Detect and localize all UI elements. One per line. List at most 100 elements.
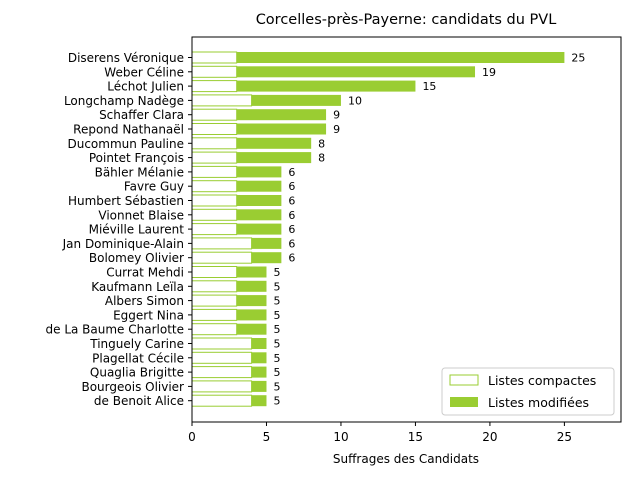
bar-compactes	[191, 208, 238, 221]
value-label: 6	[288, 195, 295, 208]
value-label: 6	[288, 180, 295, 193]
bar-compactes	[191, 308, 238, 321]
bar-compactes	[191, 366, 253, 379]
bar-modifiees	[236, 280, 267, 292]
value-label: 5	[273, 395, 280, 408]
value-label: 6	[288, 223, 295, 236]
y-tick-label: Miéville Laurent	[89, 223, 185, 237]
bar-compactes	[191, 266, 238, 278]
bar-compactes	[191, 323, 238, 336]
x-tick-label: 0	[188, 430, 196, 444]
y-tick-label: Bähler Mélanie	[95, 165, 184, 179]
value-label: 5	[273, 338, 280, 351]
legend: Listes compactes Listes modifiées	[441, 367, 615, 416]
legend-box	[441, 367, 615, 416]
chart-title: Corcelles-près-Payerne: candidats du PVL	[256, 12, 557, 28]
x-axis-label: Suffrages des Candidats	[333, 452, 479, 466]
y-tick-label: Weber Céline	[104, 65, 184, 79]
bar-modifiees	[236, 109, 327, 121]
bar-modifiees	[251, 252, 282, 264]
bar-modifiees	[251, 380, 267, 392]
bar-compactes	[191, 337, 253, 350]
bar-modifiees	[236, 309, 267, 321]
y-tick-label: Eggert Nina	[113, 308, 184, 322]
bar-compactes	[191, 294, 238, 307]
bar-compactes	[191, 351, 253, 364]
x-tick-label: 15	[408, 430, 423, 444]
bar-modifiees	[236, 266, 267, 278]
y-tick-label: Tinguely Carine	[89, 337, 184, 351]
x-tick-label: 10	[333, 430, 348, 444]
bar-compactes	[191, 394, 253, 407]
y-tick-label: Plagellat Cécile	[92, 351, 184, 365]
y-tick-label: Quaglia Brigitte	[90, 366, 184, 380]
bar-modifiees	[236, 323, 267, 335]
y-tick-label: Kaufmann Leïla	[91, 280, 184, 294]
bar-modifiees	[236, 66, 476, 78]
bar-modifiees	[251, 94, 341, 106]
bar-modifiees	[236, 166, 282, 178]
y-tick-label: Repond Nathanaël	[73, 123, 184, 137]
y-tick-label: Bolomey Olivier	[89, 251, 184, 265]
value-label: 10	[348, 94, 362, 107]
bar-compactes	[191, 108, 238, 121]
bar-compactes	[191, 237, 253, 250]
y-tick-label: Ducommun Pauline	[67, 137, 184, 151]
value-label: 5	[273, 323, 280, 336]
y-tick-label: de La Baume Charlotte	[46, 323, 185, 337]
value-label: 5	[273, 309, 280, 322]
bar-modifiees	[251, 366, 267, 378]
bar-modifiees	[251, 352, 267, 364]
y-tick-label: Favre Guy	[124, 180, 184, 194]
bar-modifiees	[251, 338, 267, 349]
bar-compactes	[191, 194, 238, 207]
bar-compactes	[191, 51, 238, 64]
y-tick-label: Currat Mehdi	[106, 266, 184, 280]
legend-label-compactes: Listes compactes	[488, 373, 596, 388]
y-tick-label: Léchot Julien	[107, 80, 184, 94]
bar-compactes	[191, 223, 238, 236]
value-label: 8	[318, 152, 325, 165]
value-label: 9	[333, 109, 340, 122]
value-label: 6	[288, 209, 295, 222]
x-tick-label: 20	[482, 430, 497, 444]
value-label: 6	[288, 237, 295, 250]
bar-compactes	[191, 151, 238, 164]
bar-compactes	[191, 165, 238, 178]
legend-swatch-compactes	[449, 374, 479, 386]
y-tick-label: de Benoit Alice	[94, 394, 184, 408]
value-label: 5	[273, 280, 280, 293]
bar-modifiees	[251, 395, 267, 407]
bar-modifiees	[236, 137, 312, 149]
bar-compactes	[191, 251, 253, 264]
bar-modifiees	[236, 180, 282, 192]
y-tick-label: Vionnet Blaise	[98, 208, 184, 222]
bar-modifiees	[236, 295, 267, 307]
bar-compactes	[191, 180, 238, 193]
x-axis: 0 5 10 15 20 25	[188, 422, 572, 444]
y-tick-label: Diserens Véronique	[68, 51, 184, 65]
bar-modifiees	[236, 152, 312, 164]
value-label: 5	[273, 352, 280, 365]
bar-modifiees	[251, 237, 282, 249]
value-label: 6	[288, 252, 295, 265]
x-tick-label: 5	[263, 430, 271, 444]
bar-compactes	[191, 280, 238, 293]
bar-modifiees	[236, 209, 282, 221]
value-label: 19	[482, 66, 496, 79]
y-tick-label: Jan Dominique-Alain	[62, 237, 184, 251]
value-label: 9	[333, 123, 340, 136]
legend-swatch-modifiees	[450, 397, 478, 407]
y-tick-label: Humbert Sébastien	[68, 194, 184, 208]
y-tick-label: Schaffer Clara	[99, 108, 184, 122]
y-tick-label: Longchamp Nadège	[64, 94, 184, 108]
bar-compactes	[191, 380, 253, 393]
bar-compactes	[191, 80, 238, 93]
bar-modifiees	[236, 52, 565, 63]
legend-label-modifiees: Listes modifiées	[488, 395, 589, 410]
value-label: 6	[288, 166, 295, 179]
value-label: 5	[273, 366, 280, 379]
